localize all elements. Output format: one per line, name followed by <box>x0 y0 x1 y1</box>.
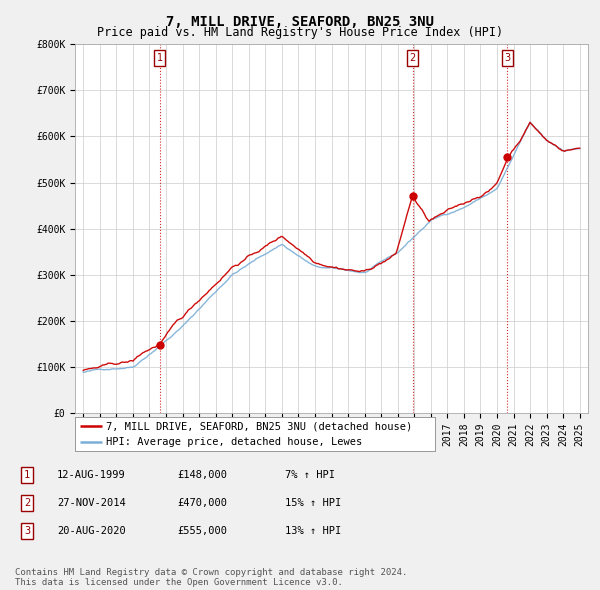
Text: Price paid vs. HM Land Registry's House Price Index (HPI): Price paid vs. HM Land Registry's House … <box>97 26 503 39</box>
Text: 12-AUG-1999: 12-AUG-1999 <box>57 470 126 480</box>
Text: 27-NOV-2014: 27-NOV-2014 <box>57 498 126 507</box>
Text: Contains HM Land Registry data © Crown copyright and database right 2024.
This d: Contains HM Land Registry data © Crown c… <box>15 568 407 587</box>
Text: 1: 1 <box>157 53 163 63</box>
Text: 15% ↑ HPI: 15% ↑ HPI <box>285 498 341 507</box>
Text: £148,000: £148,000 <box>177 470 227 480</box>
Text: 2: 2 <box>24 498 30 507</box>
Text: 13% ↑ HPI: 13% ↑ HPI <box>285 526 341 536</box>
Text: 7, MILL DRIVE, SEAFORD, BN25 3NU (detached house): 7, MILL DRIVE, SEAFORD, BN25 3NU (detach… <box>106 421 412 431</box>
Text: HPI: Average price, detached house, Lewes: HPI: Average price, detached house, Lewe… <box>106 437 362 447</box>
Text: 2: 2 <box>409 53 416 63</box>
Text: 3: 3 <box>24 526 30 536</box>
Text: 20-AUG-2020: 20-AUG-2020 <box>57 526 126 536</box>
Text: £555,000: £555,000 <box>177 526 227 536</box>
Text: 7% ↑ HPI: 7% ↑ HPI <box>285 470 335 480</box>
Text: 1: 1 <box>24 470 30 480</box>
Text: £470,000: £470,000 <box>177 498 227 507</box>
Text: 3: 3 <box>505 53 511 63</box>
Text: 7, MILL DRIVE, SEAFORD, BN25 3NU: 7, MILL DRIVE, SEAFORD, BN25 3NU <box>166 15 434 29</box>
